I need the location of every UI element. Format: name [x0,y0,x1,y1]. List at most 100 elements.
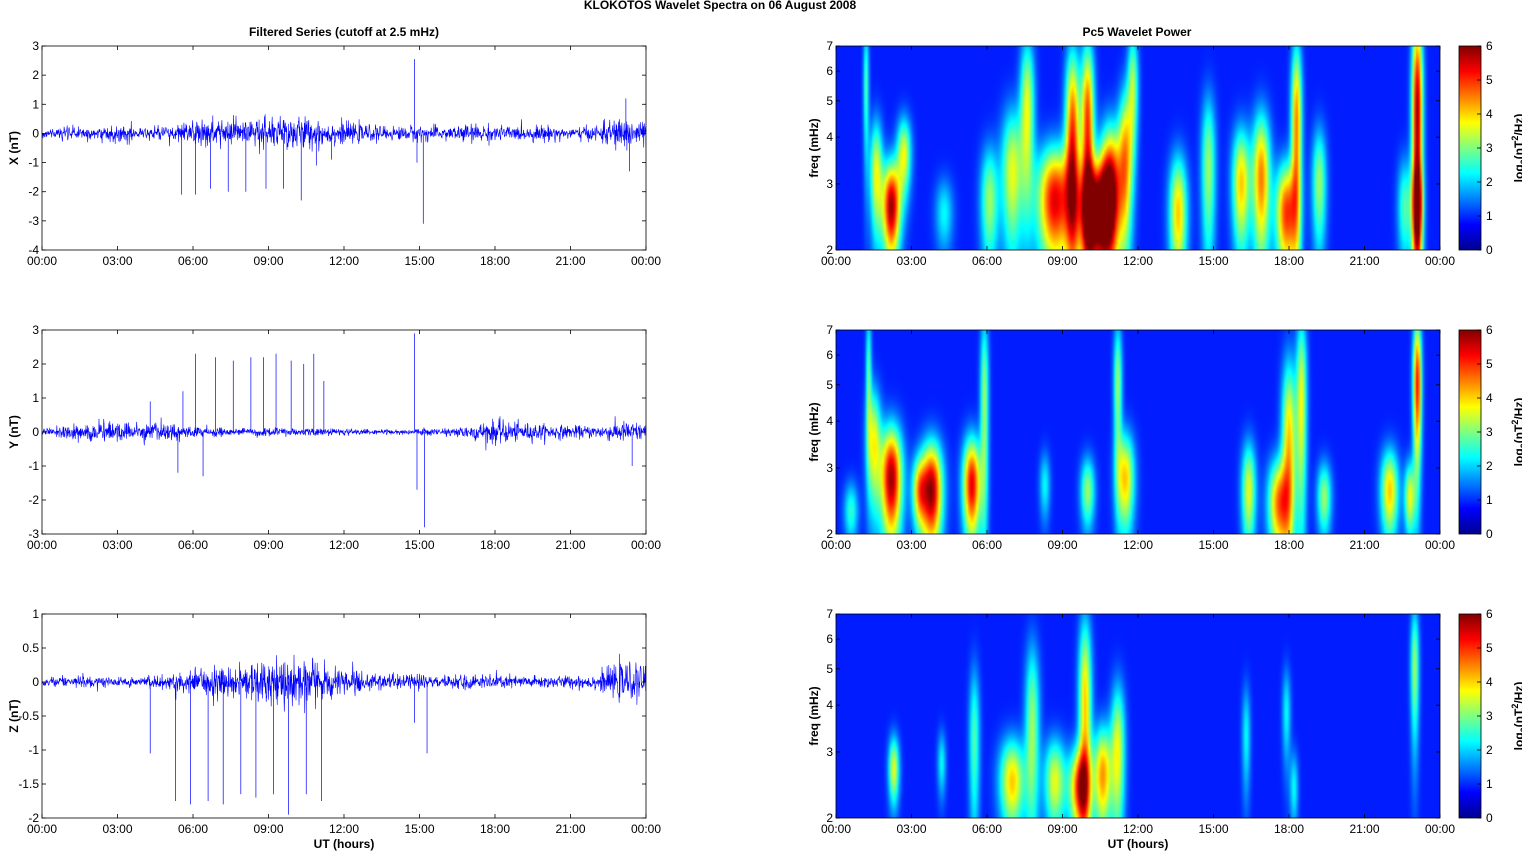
right-column-title: Pc5 Wavelet Power [1083,25,1192,39]
x-tick-label: 09:00 [253,822,283,836]
colorbar-label: log2(nT2/Hz) [1510,682,1522,751]
x-tick-label: 15:00 [1198,538,1228,552]
plot-area [42,46,646,250]
x-tick-label: 12:00 [329,822,359,836]
y-tick-label: -1 [28,156,39,170]
y-tick-label: 3 [826,177,833,191]
x-tick-label: 03:00 [896,538,926,552]
colorbar-label: log2(nT2/Hz) [1510,398,1522,467]
colorbar-tick-label: 4 [1486,675,1493,689]
x-tick-label: 03:00 [102,538,132,552]
x-tick-label: 21:00 [1349,822,1379,836]
x-tick-label: 00:00 [27,538,57,552]
y-tick-label: -3 [28,214,39,228]
y-tick-label: -1.5 [18,777,39,791]
y-axis-label: Z (nT) [7,699,21,732]
colorbar-tick-label: 5 [1486,357,1493,371]
colorbar-tick-label: 2 [1486,459,1493,473]
y-tick-label: 3 [826,745,833,759]
plot-area [42,614,646,818]
y-tick-label: -1 [28,743,39,757]
y-axis-label: freq (mHz) [807,402,821,461]
y-tick-label: 3 [32,39,39,53]
wavelet-power-map [836,330,1440,534]
x-tick-label: 09:00 [253,538,283,552]
y-tick-label: 5 [826,94,833,108]
signal-trace [42,653,646,714]
x-tick-label: 21:00 [1349,254,1379,268]
y-tick-label: -4 [28,243,39,257]
x-tick-label: 00:00 [631,538,661,552]
colorbar-tick-label: 2 [1486,175,1493,189]
wavelet-power-map [836,46,1440,250]
x-tick-label: 21:00 [555,254,585,268]
x-tick-label: 12:00 [329,538,359,552]
y-tick-label: 5 [826,662,833,676]
x-axis-label: UT (hours) [314,837,375,851]
y-tick-label: 7 [826,323,833,337]
colorbar-tick-label: 5 [1486,73,1493,87]
y-tick-label: 2 [826,527,833,541]
x-tick-label: 00:00 [1425,254,1455,268]
x-tick-label: 18:00 [480,254,510,268]
y-tick-label: 4 [826,698,833,712]
y-tick-label: -2 [28,185,39,199]
colorbar-tick-label: 5 [1486,641,1493,655]
y-tick-label: -2 [28,811,39,825]
x-tick-label: 09:00 [1047,254,1077,268]
colorbar-tick-label: 3 [1486,709,1493,723]
colorbar-tick-label: 3 [1486,141,1493,155]
y-axis-label: Y (nT) [7,415,21,449]
y-tick-label: -3 [28,527,39,541]
colorbar-tick-label: 0 [1486,527,1493,541]
x-tick-label: 00:00 [1425,822,1455,836]
y-tick-label: 0.5 [22,641,39,655]
x-tick-label: 12:00 [1123,538,1153,552]
y-tick-label: 6 [826,64,833,78]
y-tick-label: 3 [32,323,39,337]
y-axis-label: X (nT) [7,131,21,165]
x-tick-label: 06:00 [178,822,208,836]
y-tick-label: 4 [826,130,833,144]
y-tick-label: 1 [32,97,39,111]
left-column-title: Filtered Series (cutoff at 2.5 mHz) [249,25,439,39]
x-tick-label: 09:00 [1047,538,1077,552]
y-tick-label: -2 [28,493,39,507]
y-tick-label: 1 [32,607,39,621]
x-tick-label: 18:00 [480,538,510,552]
y-tick-label: 3 [826,461,833,475]
x-tick-label: 00:00 [821,254,851,268]
x-tick-label: 21:00 [555,538,585,552]
x-tick-label: 00:00 [631,822,661,836]
colorbar-tick-label: 1 [1486,209,1493,223]
x-tick-label: 12:00 [1123,254,1153,268]
x-tick-label: 03:00 [102,254,132,268]
x-tick-label: 00:00 [821,822,851,836]
x-tick-label: 18:00 [480,822,510,836]
x-tick-label: 06:00 [178,254,208,268]
x-tick-label: 03:00 [896,254,926,268]
y-axis-label: freq (mHz) [807,118,821,177]
y-tick-label: 0 [32,425,39,439]
colorbar-tick-label: 4 [1486,107,1493,121]
x-tick-label: 03:00 [102,822,132,836]
y-tick-label: 1 [32,391,39,405]
x-tick-label: 12:00 [1123,822,1153,836]
x-tick-label: 21:00 [555,822,585,836]
colorbar-tick-label: 0 [1486,243,1493,257]
y-tick-label: 0 [32,675,39,689]
colorbar-tick-label: 6 [1486,323,1493,337]
signal-trace [42,416,646,451]
x-axis-label: UT (hours) [1108,837,1169,851]
x-tick-label: 12:00 [329,254,359,268]
x-tick-label: 15:00 [404,538,434,552]
colorbar-tick-label: 4 [1486,391,1493,405]
colorbar-tick-label: 3 [1486,425,1493,439]
y-tick-label: 7 [826,39,833,53]
colorbar-tick-label: 2 [1486,743,1493,757]
x-tick-label: 00:00 [27,822,57,836]
x-tick-label: 09:00 [1047,822,1077,836]
signal-trace [42,114,646,155]
y-tick-label: -1 [28,459,39,473]
